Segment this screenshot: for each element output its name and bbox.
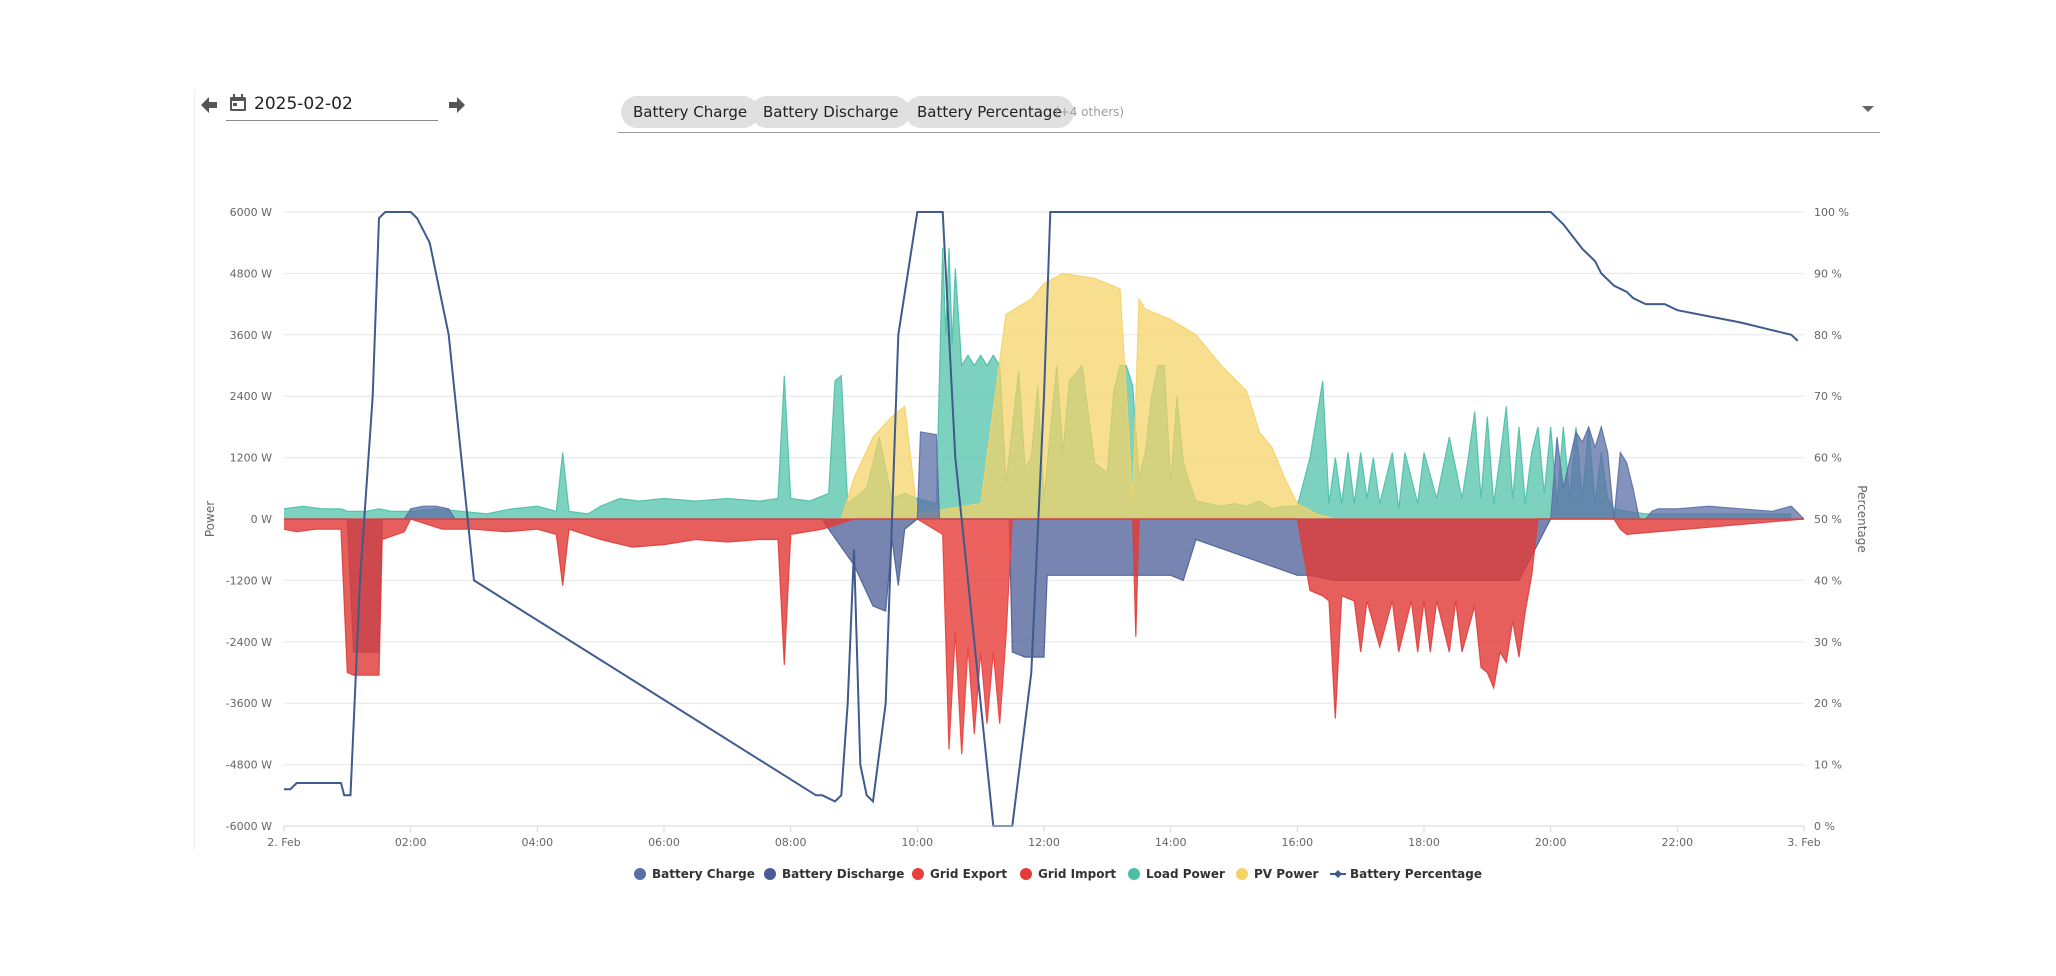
x-tick-label: 02:00 [395,836,427,849]
y-tick-label: 2400 W [230,390,272,403]
more-series-count: (+4 others) [1055,105,1125,119]
legend-item-battery-discharge[interactable]: Battery Discharge [764,867,904,881]
y2-tick-label: 10 % [1814,759,1842,772]
x-tick-label: 10:00 [901,836,933,849]
x-tick-label: 08:00 [775,836,807,849]
y-tick-label: 1200 W [230,452,272,465]
y2-tick-label: 20 % [1814,697,1842,710]
x-tick-label: 12:00 [1028,836,1060,849]
y-tick-label: 3600 W [230,329,272,342]
series-lines [284,211,1799,827]
x-tick-label: 22:00 [1661,836,1693,849]
legend-item-grid-export[interactable]: Grid Export [912,867,1007,881]
battery-charge-legend-marker [634,868,646,880]
grid-import-legend-label: Grid Import [1038,867,1116,881]
chip-battery-discharge[interactable]: Battery Discharge [751,96,911,128]
battery-charge-legend-label: Battery Charge [652,867,755,881]
legend-item-pv-power[interactable]: PV Power [1236,867,1319,881]
x-tick-label: 14:00 [1155,836,1187,849]
grid-import-legend-marker [1020,868,1032,880]
next-day-button[interactable] [446,94,468,116]
y-tick-label: 0 W [251,513,272,526]
grid-import-area [284,519,1804,719]
previous-day-button[interactable] [198,94,220,116]
x-tick-label: 04:00 [521,836,553,849]
y-tick-label: -6000 W [226,820,272,833]
date-value: 2025-02-02 [254,94,353,114]
chip-battery-percentage[interactable]: Battery Percentage [905,96,1074,128]
legend-item-load-power[interactable]: Load Power [1128,867,1225,881]
battery-percentage-legend-label: Battery Percentage [1350,867,1482,881]
arrow-left-icon [201,97,217,113]
x-tick-label: 16:00 [1281,836,1313,849]
y-tick-label: -3600 W [226,697,272,710]
y2-tick-label: 80 % [1814,329,1842,342]
legend-item-battery-percentage[interactable]: Battery Percentage [1330,867,1482,881]
y2-tick-label: 100 % [1814,206,1849,219]
load-power-legend-marker [1128,868,1140,880]
x-tick-label: 20:00 [1535,836,1567,849]
y-axis-title: Power [203,501,217,537]
grid-export-outline [284,518,1804,755]
panel-left-border [194,90,195,850]
y2-tick-label: 90 % [1814,267,1842,280]
x-tick-label: 3. Feb [1787,836,1820,849]
grid-export-legend-marker [912,868,924,880]
grid-export-legend-label: Grid Export [930,867,1007,881]
battery-discharge-legend-marker [764,868,776,880]
calendar-icon [230,94,246,111]
y2-tick-label: 0 % [1814,820,1835,833]
pv-power-legend-marker [1236,868,1248,880]
y-tick-label: -1200 W [226,574,272,587]
battery-percentage-legend-diamond [1334,870,1342,878]
y2-tick-label: 50 % [1814,513,1842,526]
series-areas [283,247,1805,755]
y2-tick-label: 70 % [1814,390,1842,403]
axes: 6000 W 4800 W 3600 W 2400 W 1200 W 0 W -1200 W… [203,206,1869,849]
legend-item-grid-import[interactable]: Grid Import [1020,867,1116,881]
y-tick-label: -4800 W [226,759,272,772]
legend: Battery Charge Battery Discharge Grid Expo… [634,867,1482,881]
battery-charge-area [284,426,1804,519]
y2-tick-label: 40 % [1814,574,1842,587]
battery-discharge-area [284,519,1804,658]
load-power-legend-label: Load Power [1146,867,1225,881]
load-power-outline [283,247,1792,515]
x-tick-label: 18:00 [1408,836,1440,849]
x-tick-label: 06:00 [648,836,680,849]
chip-battery-charge[interactable]: Battery Charge [621,96,760,128]
battery-percentage-line [284,211,1799,827]
y-tick-label: 6000 W [230,206,272,219]
y2-tick-label: 30 % [1814,636,1842,649]
legend-item-battery-charge[interactable]: Battery Charge [634,867,755,881]
arrow-right-icon [449,97,465,113]
pv-power-legend-label: PV Power [1254,867,1319,881]
y2-tick-label: 60 % [1814,452,1842,465]
x-tick-label: 2. Feb [267,836,300,849]
pv-power-outline [284,272,1804,520]
series-select[interactable]: Battery Charge Battery Discharge Battery… [618,90,1880,133]
caret-down-icon[interactable] [1862,106,1874,112]
y2-axis-title: Percentage [1855,485,1869,553]
y-tick-label: 4800 W [230,267,272,280]
battery-discharge-legend-label: Battery Discharge [782,867,904,881]
y-tick-label: -2400 W [226,636,272,649]
date-picker-field[interactable]: 2025-02-02 [226,90,438,121]
